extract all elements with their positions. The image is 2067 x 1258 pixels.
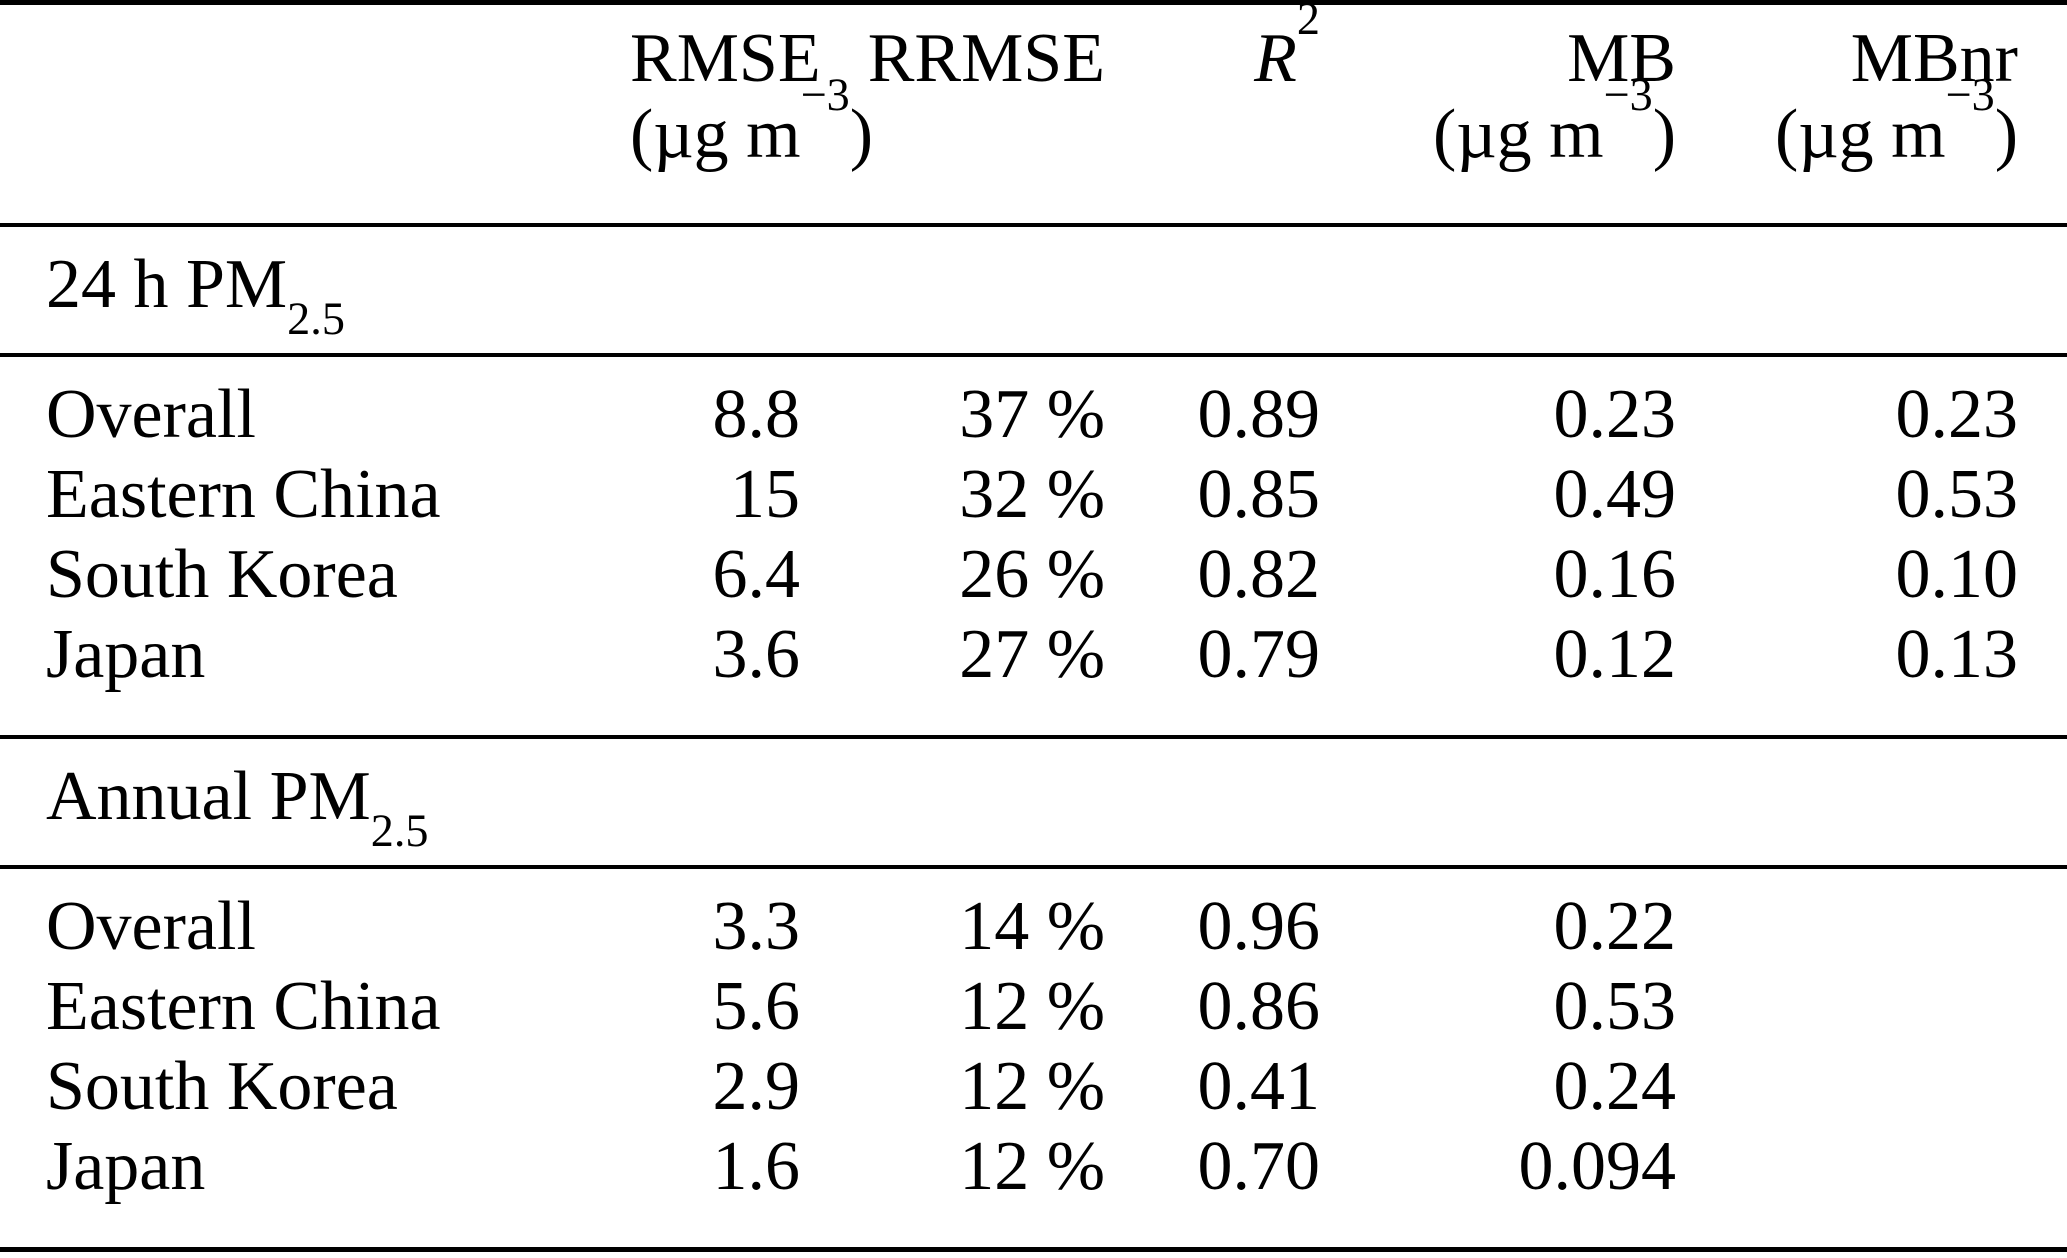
header-row: RMSE (µg m−3) RRMSE R2 MB (µg m−3) MBnr … (0, 0, 2067, 227)
cell-mbnr: 0.23 (1895, 376, 2019, 453)
cell-mbnr: 0.10 (1895, 536, 2019, 613)
row-label: Eastern China (46, 456, 441, 533)
cell-mbnr (1676, 1047, 2067, 1127)
column-unit-mbnr: (µg m−3) (1774, 68, 2018, 173)
cell-r2: 0.70 (1197, 1128, 1321, 1205)
cell-rmse: 5.6 (712, 968, 801, 1045)
cell-rmse: 6.4 (712, 536, 801, 613)
table-row: Overall 3.3 14 % 0.96 0.22 (0, 869, 2067, 967)
cell-r2: 0.89 (1197, 376, 1321, 453)
column-label-r2: R2 (1254, 0, 1320, 97)
table-row: South Korea 6.4 26 % 0.82 0.16 0.10 (0, 535, 2067, 615)
column-header-mbnr: MBnr (µg m−3) (1676, 5, 2067, 227)
column-header-rrmse: RRMSE (800, 5, 1105, 227)
column-label-rrmse: RRMSE (867, 20, 1105, 97)
cell-mbnr: 0.53 (1895, 456, 2019, 533)
cell-mb: 0.094 (1518, 1128, 1677, 1205)
table-row: South Korea 2.9 12 % 0.41 0.24 (0, 1047, 2067, 1127)
cell-rrmse: 27 % (800, 615, 1105, 739)
cell-rmse: 1.6 (712, 1128, 801, 1205)
cell-r2: 0.85 (1197, 456, 1321, 533)
section-title: Annual PM2.5 (0, 739, 2067, 869)
cell-mb: 0.23 (1553, 376, 1677, 453)
section-data-24h: Overall 8.8 37 % 0.89 0.23 0.23 Eastern … (0, 357, 2067, 739)
cell-mbnr (1676, 967, 2067, 1047)
cell-mb: 0.53 (1553, 968, 1677, 1045)
cell-r2: 0.96 (1197, 888, 1321, 965)
row-label: Eastern China (46, 968, 441, 1045)
column-label-mbnr: MBnr (1850, 20, 2018, 97)
cell-mbnr (1676, 1127, 2067, 1247)
table-row: Eastern China 15 32 % 0.85 0.49 0.53 (0, 455, 2067, 535)
column-label-mb: MB (1567, 20, 1676, 97)
table-header: RMSE (µg m−3) RRMSE R2 MB (µg m−3) MBnr … (0, 0, 2067, 227)
row-label: South Korea (46, 536, 398, 613)
column-header-r2: R2 (1105, 0, 1320, 227)
cell-mb: 0.24 (1553, 1048, 1677, 1125)
cell-rrmse: 26 % (959, 536, 1105, 613)
section-title-row: 24 h PM2.5 (0, 227, 2067, 357)
cell-mbnr: 0.13 (1676, 615, 2067, 739)
cell-r2: 0.86 (1197, 968, 1321, 1045)
row-label: Japan (46, 1128, 206, 1205)
cell-rrmse: 37 % (959, 376, 1105, 453)
column-unit-mb: (µg m−3) (1432, 68, 1676, 173)
cell-rmse: 15 (730, 456, 800, 533)
cell-mb: 0.22 (1553, 888, 1677, 965)
cell-rrmse: 32 % (959, 456, 1105, 533)
column-header-rmse: RMSE (µg m−3) (630, 5, 874, 227)
row-label: South Korea (46, 1048, 398, 1125)
table-row: Japan 1.6 12 % 0.70 0.094 (0, 1127, 2067, 1247)
cell-mb: 0.49 (1553, 456, 1677, 533)
section-title-annual: Annual PM2.5 (0, 739, 2067, 869)
table-row: Eastern China 5.6 12 % 0.86 0.53 (0, 967, 2067, 1047)
cell-rmse: 8.8 (712, 376, 801, 453)
cell-r2: 0.79 (1105, 615, 1320, 739)
column-unit-rmse: (µg m−3) (630, 68, 874, 173)
table-row: Overall 8.8 37 % 0.89 0.23 0.23 (0, 357, 2067, 455)
cell-rmse: 3.3 (712, 888, 801, 965)
row-label: Overall (46, 888, 256, 965)
column-label-rmse: RMSE (630, 20, 821, 97)
cell-rmse: 2.9 (712, 1048, 801, 1125)
cell-r2: 0.41 (1197, 1048, 1321, 1125)
row-label: Overall (46, 376, 256, 453)
cell-rrmse: 12 % (959, 1128, 1105, 1205)
section-title-24h: 24 h PM2.5 (0, 227, 2067, 357)
cell-mbnr (1676, 869, 2067, 967)
header-empty-cell (0, 5, 630, 227)
cell-rrmse: 12 % (959, 1048, 1105, 1125)
cell-rrmse: 12 % (959, 968, 1105, 1045)
section-title-row: Annual PM2.5 (0, 739, 2067, 869)
cell-mb: 0.12 (1320, 615, 1676, 739)
table-row: Japan 3.6 27 % 0.79 0.12 0.13 (0, 615, 2067, 739)
cell-r2: 0.82 (1197, 536, 1321, 613)
column-header-mb: MB (µg m−3) (1320, 5, 1676, 227)
section-title: 24 h PM2.5 (0, 227, 2067, 357)
cell-mb: 0.16 (1553, 536, 1677, 613)
cell-rmse: 3.6 (630, 615, 800, 739)
cell-rrmse: 14 % (959, 888, 1105, 965)
row-label: Japan (0, 615, 630, 739)
section-data-annual: Overall 3.3 14 % 0.96 0.22 Eastern China… (0, 869, 2067, 1247)
